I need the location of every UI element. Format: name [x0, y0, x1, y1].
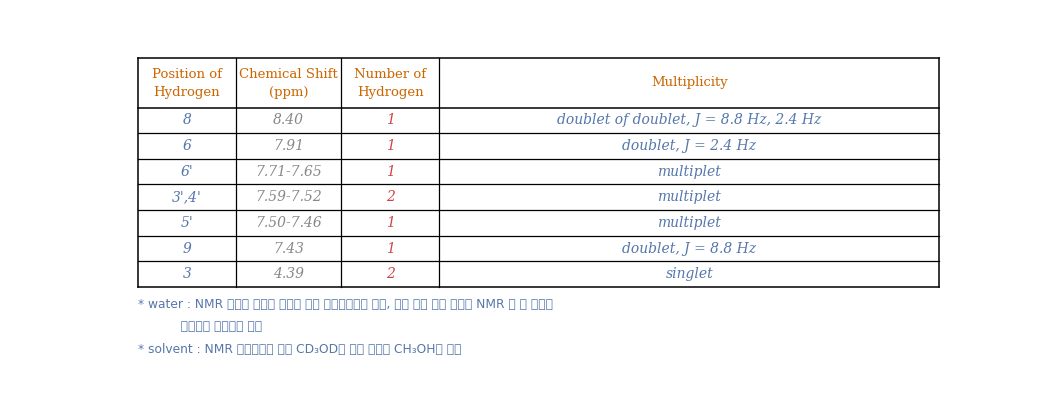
Text: Position of: Position of [151, 68, 222, 81]
Text: 1: 1 [386, 216, 395, 230]
Text: 7.43: 7.43 [273, 242, 304, 255]
Text: 5': 5' [181, 216, 193, 230]
Text: 7.50-7.46: 7.50-7.46 [255, 216, 322, 230]
Text: 1: 1 [386, 114, 395, 127]
Text: 8: 8 [182, 114, 191, 127]
Text: multiplet: multiplet [657, 165, 721, 178]
Text: 9: 9 [182, 242, 191, 255]
Text: 2: 2 [386, 190, 395, 204]
Text: 1: 1 [386, 242, 395, 255]
Text: * water : NMR 측정에 사용한 용매에 미량 혼재되어있는 수분, 혽은 공기 중의 수분이 NMR 측 정 시료에: * water : NMR 측정에 사용한 용매에 미량 혼재되어있는 수분, … [138, 298, 553, 311]
Text: Multiplicity: Multiplicity [651, 76, 727, 89]
Text: 1: 1 [386, 139, 395, 153]
Text: 7.71-7.65: 7.71-7.65 [255, 165, 322, 178]
Text: Number of: Number of [354, 68, 427, 81]
Text: 2: 2 [386, 267, 395, 281]
Text: 7.91: 7.91 [273, 139, 304, 153]
Text: multiplet: multiplet [657, 190, 721, 204]
Text: * solvent : NMR 측정용으로 쓰인 CD₃OD에 미량 혼재된 CH₃OH의 피크: * solvent : NMR 측정용으로 쓰인 CD₃OD에 미량 혼재된 C… [138, 343, 461, 356]
Text: 6: 6 [182, 139, 191, 153]
Text: 혼입되어 나타나는 피크: 혼입되어 나타나는 피크 [138, 320, 262, 334]
Text: doublet, J = 8.8 Hz: doublet, J = 8.8 Hz [622, 242, 757, 255]
Text: 8.40: 8.40 [273, 114, 304, 127]
Text: 3: 3 [182, 267, 191, 281]
Text: 6': 6' [181, 165, 193, 178]
Text: (ppm): (ppm) [269, 86, 308, 99]
Text: 7.59-7.52: 7.59-7.52 [255, 190, 322, 204]
Text: multiplet: multiplet [657, 216, 721, 230]
Text: 3',4': 3',4' [172, 190, 202, 204]
Text: Hydrogen: Hydrogen [357, 86, 424, 99]
Text: 1: 1 [386, 165, 395, 178]
Text: doublet, J = 2.4 Hz: doublet, J = 2.4 Hz [622, 139, 757, 153]
Text: singlet: singlet [665, 267, 714, 281]
Text: Chemical Shift: Chemical Shift [240, 68, 338, 81]
Text: 4.39: 4.39 [273, 267, 304, 281]
Text: Hydrogen: Hydrogen [153, 86, 220, 99]
Text: doublet of doublet, J = 8.8 Hz, 2.4 Hz: doublet of doublet, J = 8.8 Hz, 2.4 Hz [557, 114, 822, 127]
